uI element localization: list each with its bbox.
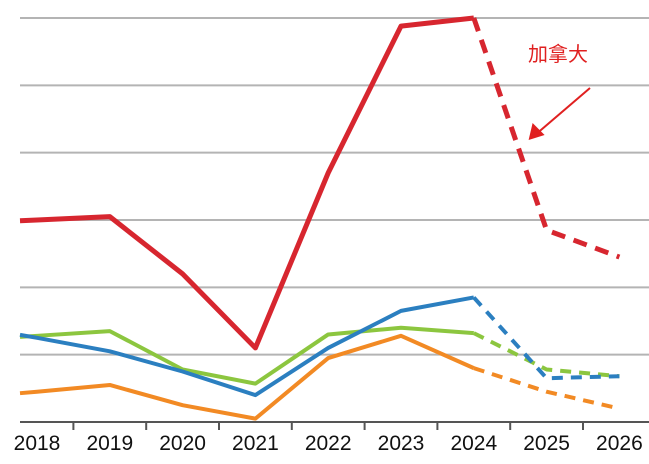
x-tick-label: 2023 [378,432,425,455]
x-tick-label: 2018 [14,432,61,455]
x-tick-label: 2024 [450,432,497,455]
series-line-forecast [473,366,620,411]
annotation-label: 加拿大 [528,42,588,66]
series-line-forecast [472,331,620,379]
series-lines [19,15,621,421]
series-line-actual [19,325,474,386]
x-tick-label: 2025 [523,432,570,455]
x-tick-label: 2022 [305,432,352,455]
annotation: 加拿大 [528,42,591,140]
series-line-actual [19,333,475,421]
x-axis: 2018 2019 2020 2021 2022 2023 2024 2025 2026 [14,421,649,455]
series-line-actual [19,295,475,398]
annotation-arrow-head [528,123,545,140]
annotation-arrow [537,87,591,133]
x-tick-label: 2020 [159,432,206,455]
x-tick-label: 2019 [86,432,133,455]
x-tick-label: 2021 [232,432,279,455]
series-line-forecast [472,296,620,381]
gridlines [20,17,649,356]
series-line-forecast [471,17,621,260]
series-line-actual [19,15,475,351]
x-tick-label: 2026 [596,432,643,455]
